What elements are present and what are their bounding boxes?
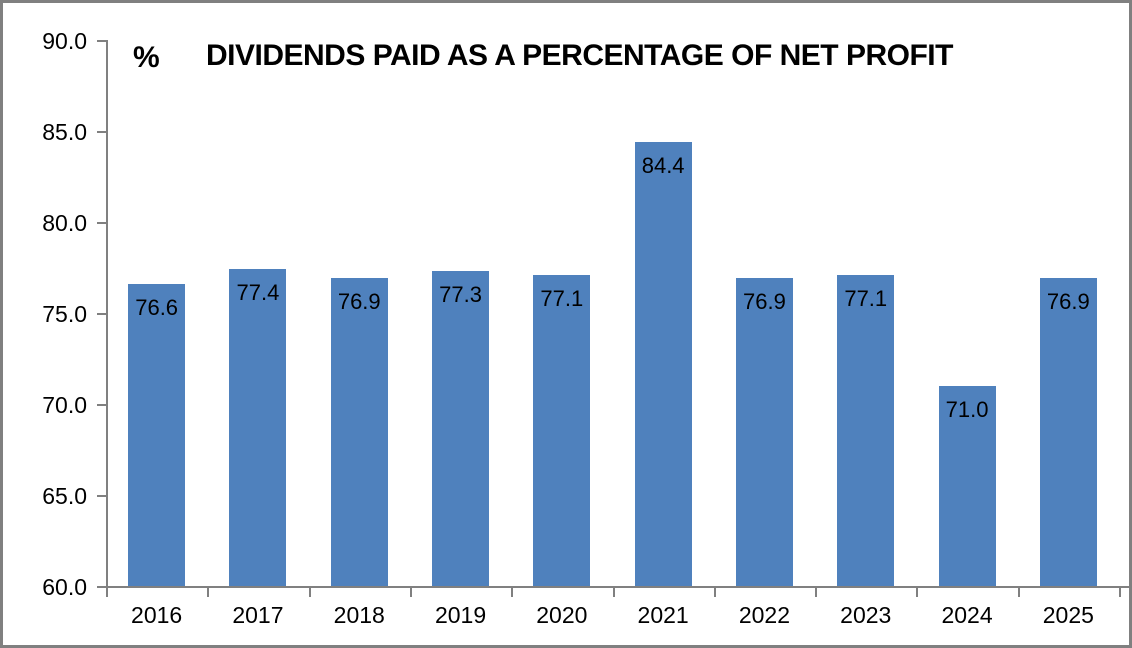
x-tick (713, 588, 716, 597)
x-axis-label: 2024 (941, 602, 993, 628)
bar (330, 278, 388, 586)
x-axis-label: 2016 (131, 602, 183, 628)
x-axis-label: 2025 (1042, 602, 1094, 628)
x-axis-label: 2021 (637, 602, 689, 628)
y-tick (97, 131, 106, 133)
y-tick (97, 40, 106, 42)
y-tick (97, 404, 106, 406)
y-axis-line (106, 40, 108, 588)
bar (735, 278, 793, 586)
bar (432, 271, 490, 586)
x-tick (106, 588, 108, 597)
y-tick-label: 60.0 (42, 574, 87, 600)
chart-title: DIVIDENDS PAID AS A PERCENTAGE OF NET PR… (206, 39, 953, 72)
y-tick-label: 85.0 (42, 119, 87, 145)
x-tick (815, 588, 818, 597)
bar (837, 274, 895, 586)
bar (533, 274, 591, 586)
x-tick (308, 588, 311, 597)
bar-value-label: 76.6 (135, 294, 179, 320)
bar-value-label: 77.1 (540, 285, 584, 311)
x-axis-line (97, 586, 1129, 588)
x-axis-label: 2020 (536, 602, 588, 628)
x-axis-label: 2017 (232, 602, 284, 628)
x-axis-label: 2023 (840, 602, 892, 628)
x-tick (1119, 588, 1121, 597)
bar (229, 269, 287, 586)
y-tick-label: 90.0 (42, 28, 87, 54)
bar (634, 141, 692, 586)
y-tick-label: 75.0 (42, 301, 87, 327)
bar-value-label: 76.9 (1046, 289, 1090, 315)
x-tick (207, 588, 210, 597)
bar-value-label: 77.4 (236, 280, 280, 306)
bar-value-label: 84.4 (641, 152, 685, 178)
x-tick (612, 588, 615, 597)
y-tick (97, 495, 106, 497)
y-tick-label: 65.0 (42, 483, 87, 509)
x-tick (916, 588, 919, 597)
x-axis-label: 2022 (738, 602, 791, 628)
x-axis-label: 2018 (333, 602, 385, 628)
bar-value-label: 77.3 (439, 282, 482, 308)
bar (128, 283, 186, 586)
bar-value-label: 76.9 (743, 289, 786, 315)
bar-value-label: 77.1 (844, 285, 888, 311)
x-tick (1017, 588, 1020, 597)
bar-value-label: 76.9 (337, 289, 381, 315)
bar (1039, 278, 1097, 586)
y-tick (97, 586, 106, 588)
bar-value-label: 71.0 (945, 396, 989, 422)
x-tick (409, 588, 412, 597)
y-tick-label: 70.0 (42, 392, 87, 418)
x-tick (511, 588, 514, 597)
y-tick (97, 222, 106, 224)
bar (938, 385, 996, 586)
y-tick (97, 313, 106, 315)
y-axis-unit-label: % (133, 41, 160, 74)
y-tick-label: 80.0 (42, 210, 87, 236)
x-axis-label: 2019 (434, 602, 487, 628)
